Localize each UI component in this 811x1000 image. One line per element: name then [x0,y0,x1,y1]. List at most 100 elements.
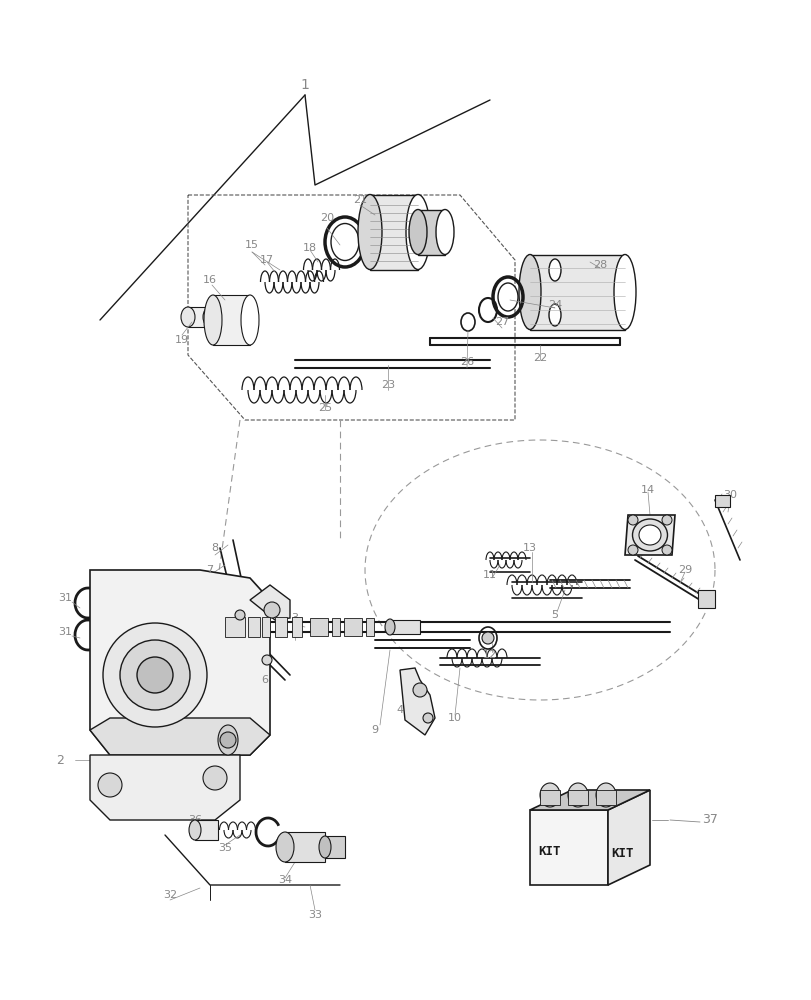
Ellipse shape [518,254,540,330]
Polygon shape [250,585,290,620]
Ellipse shape [436,210,453,255]
Text: 35: 35 [217,843,232,853]
Ellipse shape [406,194,430,270]
Polygon shape [400,668,435,735]
Text: 9: 9 [371,725,378,735]
Ellipse shape [204,295,221,345]
Text: 33: 33 [307,910,322,920]
Text: 29: 29 [677,565,691,575]
Text: 1: 1 [300,78,309,92]
Text: 19: 19 [174,335,189,345]
Ellipse shape [331,224,358,260]
Circle shape [264,602,280,618]
Text: 10: 10 [448,713,461,723]
Circle shape [423,713,432,723]
Polygon shape [292,617,302,637]
Text: 5: 5 [551,610,558,620]
Ellipse shape [548,259,560,281]
Circle shape [482,632,493,644]
Ellipse shape [217,725,238,755]
Text: 15: 15 [245,240,259,250]
Ellipse shape [548,304,560,326]
Circle shape [627,515,637,525]
Ellipse shape [409,210,427,255]
Ellipse shape [319,836,331,858]
Polygon shape [225,617,245,637]
Text: 3: 3 [291,613,298,623]
Ellipse shape [497,283,517,311]
Text: 23: 23 [380,380,395,390]
Polygon shape [530,790,649,810]
Ellipse shape [539,783,560,807]
Text: 31: 31 [58,627,72,637]
Text: 16: 16 [203,275,217,285]
Polygon shape [530,255,624,330]
Text: KIT: KIT [538,845,560,858]
Circle shape [137,657,173,693]
Polygon shape [539,790,560,805]
Text: 18: 18 [303,243,316,253]
Polygon shape [389,620,419,634]
Text: 14: 14 [640,485,654,495]
Ellipse shape [189,820,201,840]
Polygon shape [332,618,340,636]
Text: 11: 11 [483,570,496,580]
Polygon shape [418,210,444,255]
Text: 20: 20 [320,213,333,223]
Polygon shape [90,570,270,755]
Polygon shape [247,617,260,637]
Circle shape [203,766,227,790]
Text: 31: 31 [58,593,72,603]
Circle shape [220,732,236,748]
Circle shape [627,545,637,555]
Circle shape [234,610,245,620]
Text: 30: 30 [722,490,736,500]
Text: 13: 13 [522,543,536,553]
Ellipse shape [638,525,660,545]
Polygon shape [324,836,345,858]
Text: 28: 28 [592,260,607,270]
Polygon shape [188,307,210,327]
Polygon shape [344,618,362,636]
Text: 27: 27 [494,317,508,327]
Text: 12: 12 [483,650,496,660]
Text: 37: 37 [702,813,717,826]
Polygon shape [370,195,418,270]
Text: 7: 7 [206,565,213,575]
Text: 34: 34 [277,875,292,885]
Text: 4: 4 [396,705,403,715]
Circle shape [413,683,427,697]
Ellipse shape [181,307,195,327]
Text: 2: 2 [56,754,64,766]
Polygon shape [366,618,374,636]
Polygon shape [624,515,674,555]
Polygon shape [90,755,240,820]
Ellipse shape [276,832,294,862]
Text: 22: 22 [532,353,547,363]
Polygon shape [714,495,729,507]
Polygon shape [697,590,714,608]
Text: 26: 26 [459,357,474,367]
Circle shape [661,545,672,555]
Text: 8: 8 [211,543,218,553]
Ellipse shape [613,254,635,330]
Ellipse shape [241,295,259,345]
Ellipse shape [595,783,616,807]
Text: 6: 6 [261,675,268,685]
Text: 25: 25 [318,403,332,413]
Polygon shape [568,790,587,805]
Text: 24: 24 [547,300,561,310]
Polygon shape [595,790,616,805]
Text: 36: 36 [188,815,202,825]
Circle shape [661,515,672,525]
Text: 21: 21 [353,195,367,205]
Circle shape [262,655,272,665]
Circle shape [98,773,122,797]
Ellipse shape [384,619,394,635]
Ellipse shape [632,519,667,551]
Polygon shape [195,820,217,840]
Polygon shape [530,810,607,885]
Polygon shape [262,617,270,637]
Polygon shape [607,790,649,885]
Ellipse shape [203,307,217,327]
